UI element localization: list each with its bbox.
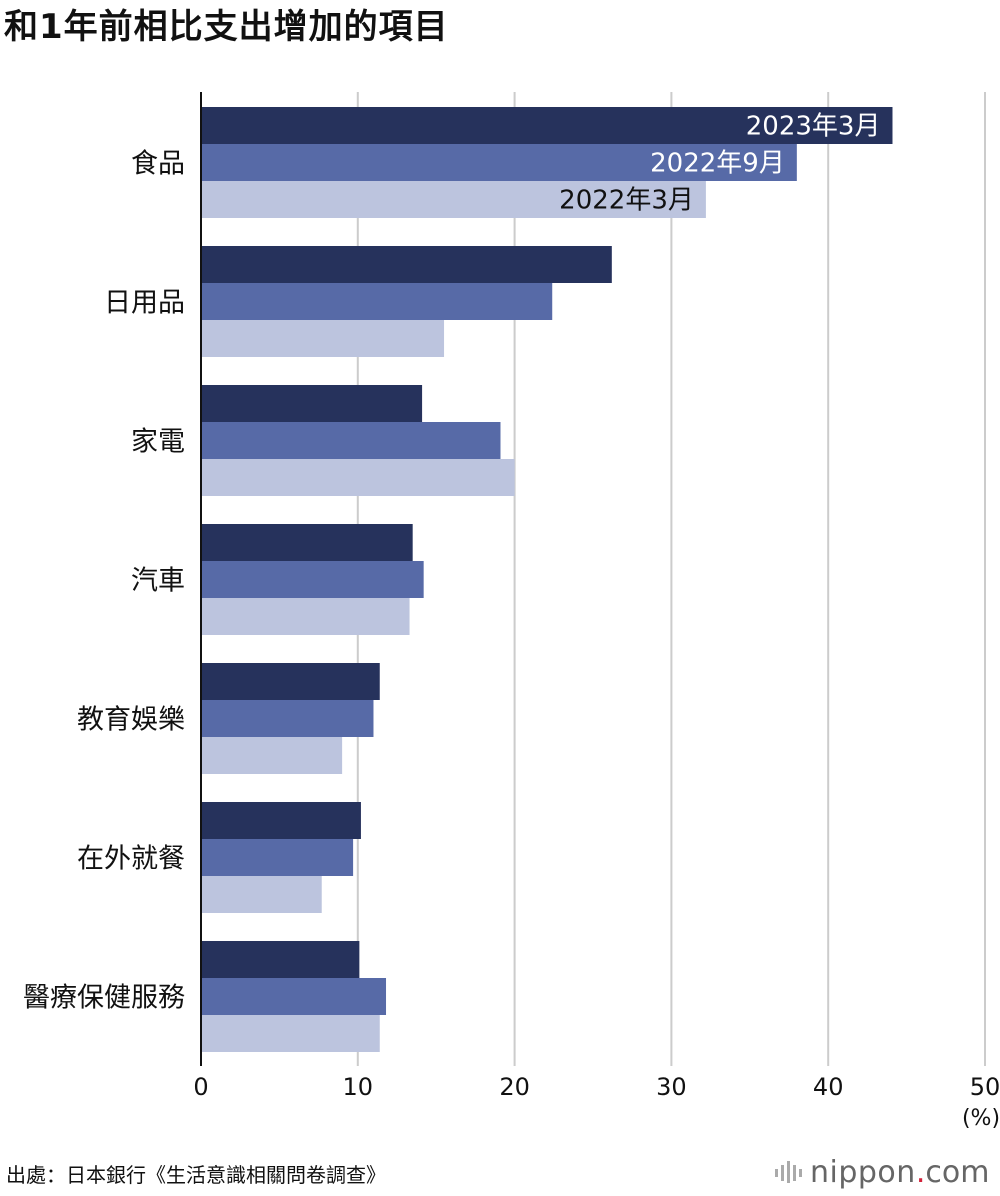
category-label-4: 教育娛樂 [77, 705, 185, 736]
bar-5-2 [201, 876, 322, 913]
category-label-0: 食品 [131, 149, 185, 180]
nippon-logo: nippon. com [774, 1154, 989, 1190]
x-tick-label-40: 40 [813, 1073, 844, 1101]
x-tick-label-50: 50 [970, 1073, 1000, 1101]
bar-6-2 [201, 1015, 380, 1052]
category-label-5: 在外就餐 [77, 844, 185, 875]
bar-5-0 [201, 802, 361, 839]
bar-6-0 [201, 941, 360, 978]
source-note: 出處：日本銀行《生活意識相關問卷調查》 [6, 1163, 386, 1187]
bar-0-2 [201, 181, 706, 218]
bar-0-1 [201, 144, 797, 181]
category-label-3: 汽車 [131, 566, 185, 597]
bar-1-2 [201, 320, 445, 357]
bar-3-0 [201, 524, 413, 561]
category-label-1: 日用品 [104, 288, 185, 319]
bars [201, 107, 893, 1052]
nippon-bars-icon [775, 1161, 802, 1183]
series-label-2: 2022年3月 [559, 186, 694, 216]
x-tick-label-10: 10 [343, 1073, 374, 1101]
bar-3-1 [201, 561, 424, 598]
series-label-0: 2023年3月 [746, 112, 881, 142]
x-tick-label-30: 30 [656, 1073, 687, 1101]
bar-1-1 [201, 283, 553, 320]
x-tick-label-0: 0 [193, 1073, 208, 1101]
bar-2-0 [201, 385, 423, 422]
bar-5-1 [201, 839, 354, 876]
bar-2-1 [201, 422, 501, 459]
bar-2-2 [201, 459, 515, 496]
chart-title: 和1年前相比支出增加的項目 [4, 7, 449, 47]
x-unit-label: (%) [962, 1106, 1000, 1131]
x-tick-label-20: 20 [499, 1073, 530, 1101]
category-label-2: 家電 [131, 427, 185, 458]
bar-1-0 [201, 246, 612, 283]
category-label-6: 醫療保健服務 [23, 983, 185, 1014]
bar-3-2 [201, 598, 410, 635]
logo-tld: com [925, 1154, 990, 1190]
grid-lines [356, 92, 986, 1066]
bar-4-1 [201, 700, 374, 737]
bar-4-2 [201, 737, 343, 774]
logo-word: nippon [810, 1154, 916, 1190]
bar-6-1 [201, 978, 387, 1015]
bar-4-0 [201, 663, 380, 700]
series-label-1: 2022年9月 [650, 149, 785, 179]
logo-dot: . [915, 1154, 926, 1190]
bar-0-0 [201, 107, 893, 144]
